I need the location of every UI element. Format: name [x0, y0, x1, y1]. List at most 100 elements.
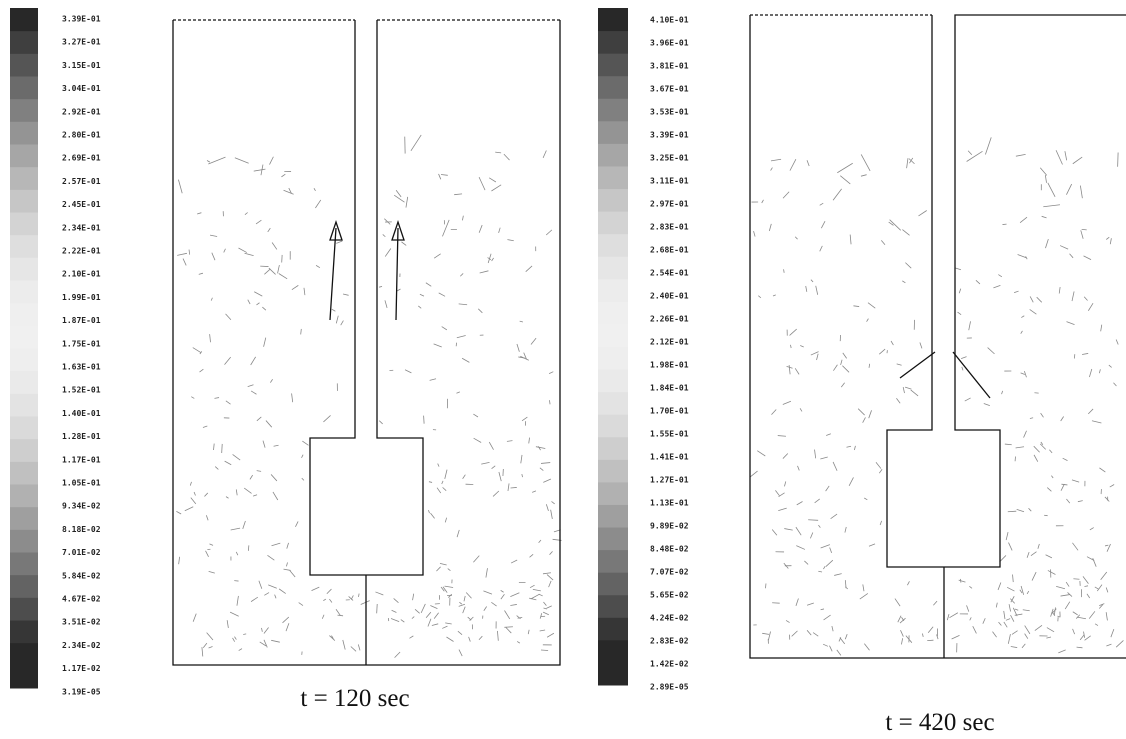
colorbar-label: 2.54E-01	[650, 269, 689, 278]
velocity-vector	[495, 151, 502, 154]
colorbar-label: 3.39E-01	[650, 131, 689, 140]
velocity-vector	[1110, 628, 1115, 638]
velocity-vector	[1020, 585, 1025, 595]
velocity-vector	[854, 445, 856, 451]
velocity-vector	[445, 622, 452, 625]
velocity-vector	[469, 616, 474, 621]
velocity-vector	[430, 512, 435, 519]
velocity-vector	[244, 252, 254, 257]
velocity-vector	[761, 199, 764, 204]
velocity-vector	[1089, 368, 1093, 378]
velocity-vector	[478, 635, 483, 641]
colorbar-cell	[598, 527, 628, 551]
velocity-vector	[905, 262, 912, 269]
velocity-vector	[1046, 487, 1052, 492]
colorbar-cell	[598, 639, 628, 663]
velocity-vector	[210, 297, 213, 301]
velocity-vector	[447, 568, 451, 572]
velocity-vector	[199, 368, 204, 373]
colorbar-cell	[598, 8, 628, 32]
velocity-vector	[1024, 625, 1031, 635]
velocity-vector	[206, 160, 211, 163]
velocity-vector	[819, 245, 823, 252]
colorbar-cell	[598, 278, 628, 302]
velocity-vector	[806, 630, 812, 636]
velocity-vector	[1039, 167, 1048, 176]
velocity-vector	[425, 282, 432, 287]
colorbar-label: 2.12E-01	[650, 338, 689, 347]
velocity-vector	[820, 456, 828, 460]
colorbar-label: 1.27E-01	[650, 476, 689, 485]
velocity-vector	[1075, 614, 1081, 619]
velocity-vector	[982, 618, 986, 624]
colorbar-label: 7.07E-02	[650, 568, 689, 577]
velocity-vector	[1033, 454, 1039, 462]
velocity-vector	[444, 517, 447, 523]
velocity-vector	[808, 519, 819, 521]
velocity-vector	[960, 356, 967, 359]
velocity-vector	[393, 194, 405, 203]
velocity-vector	[810, 532, 814, 539]
velocity-vector	[378, 286, 383, 288]
velocity-vector	[311, 586, 320, 592]
colorbar-label: 3.51E-02	[62, 618, 101, 627]
velocity-vector	[804, 560, 809, 565]
velocity-vector	[420, 603, 426, 614]
velocity-vector	[530, 337, 537, 345]
velocity-vector	[806, 602, 814, 606]
velocity-vector	[491, 465, 496, 470]
colorbar-label: 2.97E-01	[650, 200, 689, 209]
velocity-vector	[394, 651, 401, 658]
velocity-vector	[551, 501, 555, 505]
colorbar-cell	[598, 98, 628, 122]
colorbar-cell	[598, 233, 628, 257]
velocity-vector	[302, 440, 309, 446]
colorbar-cell	[10, 506, 38, 530]
velocity-vector	[1071, 291, 1075, 302]
velocity-vector	[197, 212, 202, 215]
velocity-vector	[247, 299, 251, 305]
velocity-vector	[1020, 372, 1025, 375]
velocity-vector	[459, 601, 463, 605]
velocity-vector	[1023, 371, 1027, 378]
velocity-vector	[964, 397, 971, 402]
velocity-vector	[782, 400, 792, 405]
velocity-vector	[516, 641, 521, 644]
velocity-vector	[790, 344, 792, 349]
velocity-vector	[270, 474, 278, 482]
velocity-vector	[473, 413, 479, 418]
velocity-vector	[797, 465, 800, 471]
velocity-vector	[329, 635, 336, 641]
colorbar-cell	[10, 325, 38, 349]
velocity-vector	[272, 491, 279, 501]
colorbar-cell	[598, 369, 628, 393]
velocity-vector	[401, 241, 407, 246]
velocity-vector	[360, 600, 370, 605]
velocity-vector	[331, 635, 334, 640]
velocity-vector	[465, 592, 472, 599]
velocity-vector	[842, 365, 850, 373]
velocity-vector	[1037, 543, 1040, 549]
velocity-vector	[177, 252, 187, 256]
velocity-vector	[223, 248, 226, 253]
velocity-vector	[1092, 558, 1097, 567]
velocity-vector	[1021, 643, 1026, 649]
velocity-vector	[224, 356, 231, 365]
velocity-vector	[202, 425, 208, 428]
velocity-vector	[504, 626, 513, 628]
velocity-vector	[1055, 150, 1063, 165]
velocity-vector	[395, 190, 402, 198]
velocity-vector	[382, 234, 386, 238]
velocity-vector	[1012, 574, 1014, 583]
velocity-vector	[1079, 634, 1085, 641]
velocity-vector	[832, 188, 842, 201]
velocity-vector	[262, 440, 266, 448]
velocity-vector	[507, 483, 510, 492]
colorbar-cell	[598, 549, 628, 573]
velocity-vector	[902, 386, 905, 394]
velocity-vector	[485, 568, 488, 578]
velocity-vector	[242, 520, 246, 530]
colorbar-label: 5.84E-02	[62, 571, 101, 580]
velocity-vector	[483, 606, 487, 611]
velocity-vector	[1046, 627, 1055, 633]
